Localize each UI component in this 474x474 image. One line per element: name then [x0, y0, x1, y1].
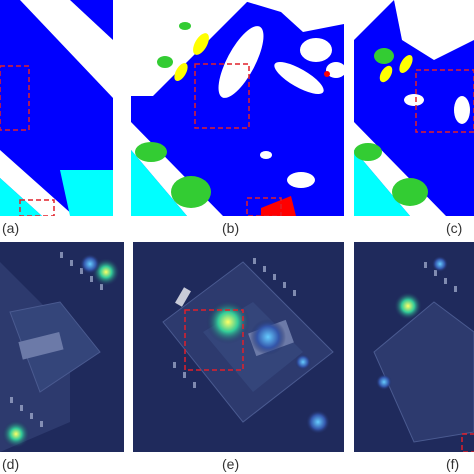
- highlight-box: [246, 197, 282, 216]
- segmentation-panel-a: [0, 0, 113, 216]
- segmentation-panel-c: [354, 0, 474, 216]
- highlight-box: [194, 63, 250, 129]
- heatmap-panel-d: [0, 242, 124, 452]
- highlight-box: [19, 199, 55, 216]
- panel-label-e: (e): [222, 456, 240, 472]
- segmentation-panel-b: [131, 0, 344, 216]
- heatmap-panel-f: [354, 242, 474, 452]
- highlight-box: [415, 69, 474, 133]
- panel-label-b: (b): [222, 220, 240, 236]
- highlight-box: [184, 309, 244, 371]
- heatmap-panel-e: [133, 242, 344, 452]
- panel-label-c: (c): [446, 220, 463, 236]
- highlight-box: [0, 65, 30, 131]
- panel-label-d: (d): [2, 456, 20, 472]
- panel-label-f: (f): [446, 456, 460, 472]
- panel-label-a: (a): [2, 220, 20, 236]
